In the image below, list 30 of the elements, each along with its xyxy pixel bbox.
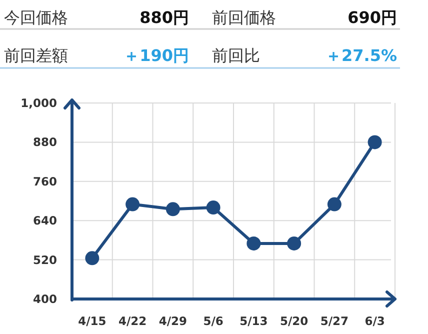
point — [85, 251, 100, 266]
y-tick-label: 1,000 — [20, 96, 57, 110]
point — [368, 135, 382, 150]
x-tick-label: 5/6 — [203, 314, 224, 328]
x-tick-label: 4/22 — [118, 314, 147, 328]
point — [206, 200, 220, 215]
text: 前回比 — [212, 46, 260, 65]
text: ＋27.5% — [325, 46, 397, 65]
x-tick-label: 4/29 — [158, 314, 188, 328]
text: 前回差額 — [4, 46, 68, 65]
text: 今回価格 — [4, 8, 68, 27]
point — [327, 197, 342, 212]
point — [287, 236, 302, 250]
point — [126, 197, 140, 212]
x-tick-label: 4/15 — [78, 314, 106, 328]
text: 880円 — [140, 8, 189, 27]
text: 前回価格 — [212, 8, 276, 27]
y-tick-label: 400 — [32, 292, 57, 306]
x-tick-label: 5/13 — [240, 314, 268, 328]
x-tick-label: 5/20 — [280, 314, 308, 328]
y-tick-label: 760 — [32, 174, 57, 188]
text: ＋190円 — [124, 46, 189, 65]
y-tick-label: 880 — [32, 135, 57, 150]
point — [166, 202, 180, 216]
y-tick-label: 640 — [32, 214, 57, 228]
text: 690円 — [348, 8, 397, 27]
x-tick-label: 5/27 — [320, 314, 349, 328]
point — [246, 236, 261, 250]
x-tick-label: 6/3 — [364, 314, 385, 328]
y-tick-label: 520 — [32, 252, 57, 267]
